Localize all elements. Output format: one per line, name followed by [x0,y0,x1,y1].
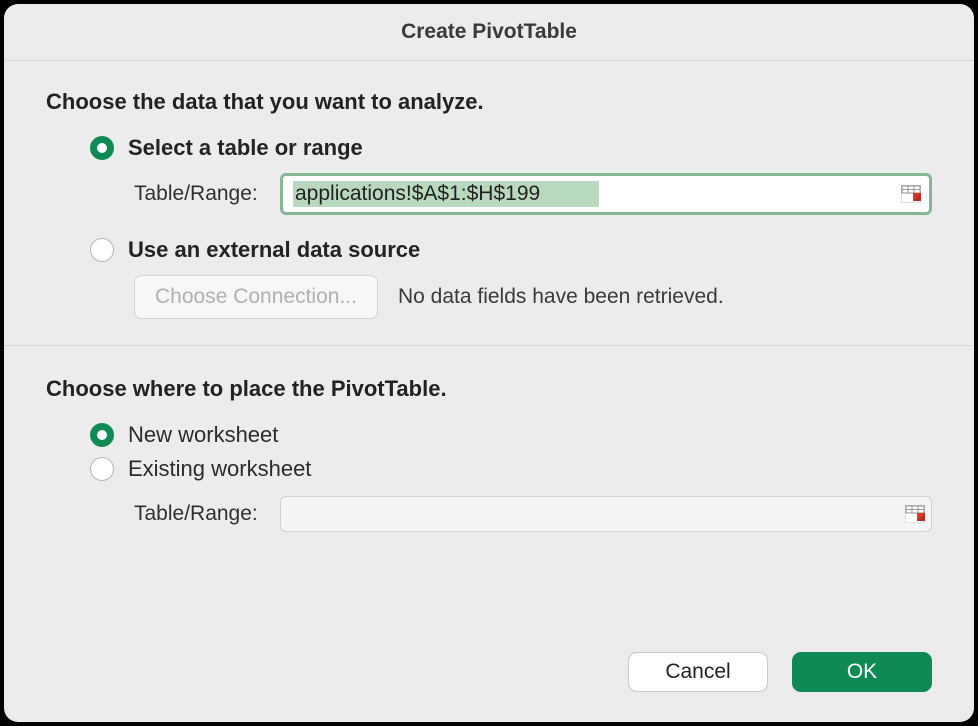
table-range-label: Table/Range: [134,182,266,206]
option-existing-worksheet-row[interactable]: Existing worksheet [90,456,932,482]
section-heading-data: Choose the data that you want to analyze… [46,89,932,115]
placement-options: New worksheet Existing worksheet Table/R… [90,422,932,532]
section-heading-placement: Choose where to place the PivotTable. [46,376,932,402]
dialog-content: Choose the data that you want to analyze… [4,61,974,630]
table-range-input-wrap[interactable]: applications!$A$1:$H$199 [280,173,932,215]
choose-connection-button: Choose Connection... [134,275,378,319]
radio-new-worksheet-label: New worksheet [128,422,278,448]
cancel-button[interactable]: Cancel [628,652,768,692]
placement-range-label: Table/Range: [134,502,266,526]
dialog-title: Create PivotTable [401,20,577,44]
radio-external-label: Use an external data source [128,237,420,263]
connection-row: Choose Connection... No data fields have… [134,275,932,319]
option-new-worksheet-row[interactable]: New worksheet [90,422,932,448]
ok-button[interactable]: OK [792,652,932,692]
placement-range-field-row: Table/Range: [134,496,932,532]
table-range-field-row: Table/Range: applications!$A$1:$H$199 [134,173,932,215]
dialog-footer: Cancel OK [4,630,974,722]
range-picker-icon[interactable] [905,505,925,523]
radio-existing-worksheet[interactable] [90,457,114,481]
table-range-input[interactable]: applications!$A$1:$H$199 [293,181,599,207]
placement-range-input-wrap[interactable] [280,496,932,532]
connection-note: No data fields have been retrieved. [398,285,724,309]
divider [4,345,974,346]
radio-select-range[interactable] [90,136,114,160]
radio-select-range-label: Select a table or range [128,135,363,161]
data-source-options: Select a table or range Table/Range: app… [90,135,932,319]
radio-external[interactable] [90,238,114,262]
option-select-range-row[interactable]: Select a table or range [90,135,932,161]
option-external-row[interactable]: Use an external data source [90,237,932,263]
radio-existing-worksheet-label: Existing worksheet [128,456,311,482]
radio-new-worksheet[interactable] [90,423,114,447]
create-pivottable-dialog: Create PivotTable Choose the data that y… [4,4,974,722]
range-picker-icon[interactable] [901,185,921,203]
titlebar: Create PivotTable [4,4,974,61]
